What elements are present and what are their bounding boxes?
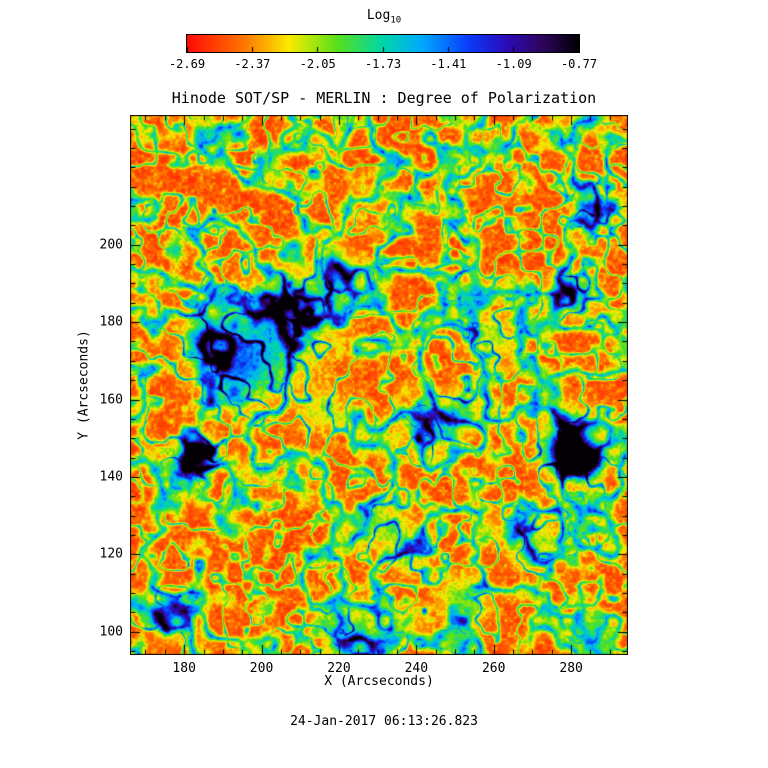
- timestamp: 24-Jan-2017 06:13:26.823: [290, 714, 478, 729]
- x-tick-label: 200: [249, 661, 274, 676]
- colorbar-title-sub: 10: [390, 15, 402, 26]
- colorbar-tick-label: -2.69: [168, 57, 206, 71]
- colorbar-tick-label: -2.37: [234, 57, 271, 71]
- colorbar-tick-label: -0.77: [560, 57, 598, 71]
- colorbar-gradient: [187, 35, 579, 52]
- x-axis-label: X (Arcseconds): [324, 674, 434, 689]
- colorbar-title: Log10: [0, 8, 768, 26]
- y-axis-label: Y (Arcseconds): [76, 330, 92, 440]
- y-tick-label: 200: [99, 237, 123, 253]
- x-tick-label: 280: [559, 661, 583, 676]
- y-tick-label: 120: [99, 546, 123, 562]
- colorbar-tick-label: -1.09: [495, 57, 532, 71]
- chart-title: Hinode SOT/SP - MERLIN : Degree of Polar…: [171, 89, 597, 107]
- colorbar-tick-label: -1.73: [364, 57, 402, 71]
- colorbar-tick-labels: -2.69 -2.37 -2.05 -1.73 -1.41 -1.09 -0.77: [169, 57, 597, 72]
- x-tick-label: 260: [481, 661, 506, 676]
- y-tick-label: 140: [99, 469, 123, 485]
- y-tick-label: 180: [99, 314, 123, 330]
- y-tick-label: 160: [99, 392, 123, 408]
- polarization-heatmap: [130, 115, 628, 655]
- colorbar: [186, 34, 580, 53]
- colorbar-tick-label: -2.05: [299, 57, 336, 71]
- x-tick-label: 220: [327, 661, 351, 676]
- x-tick-label: 180: [172, 661, 196, 676]
- colorbar-tick-label: -1.41: [430, 57, 467, 71]
- plot-area: 180 200 220 240 260 280 100 120 140 160 180 200: [100, 115, 628, 676]
- y-tick-label: 100: [99, 624, 123, 640]
- x-tick-label: 240: [404, 661, 429, 676]
- colorbar-title-text: Log: [366, 8, 391, 23]
